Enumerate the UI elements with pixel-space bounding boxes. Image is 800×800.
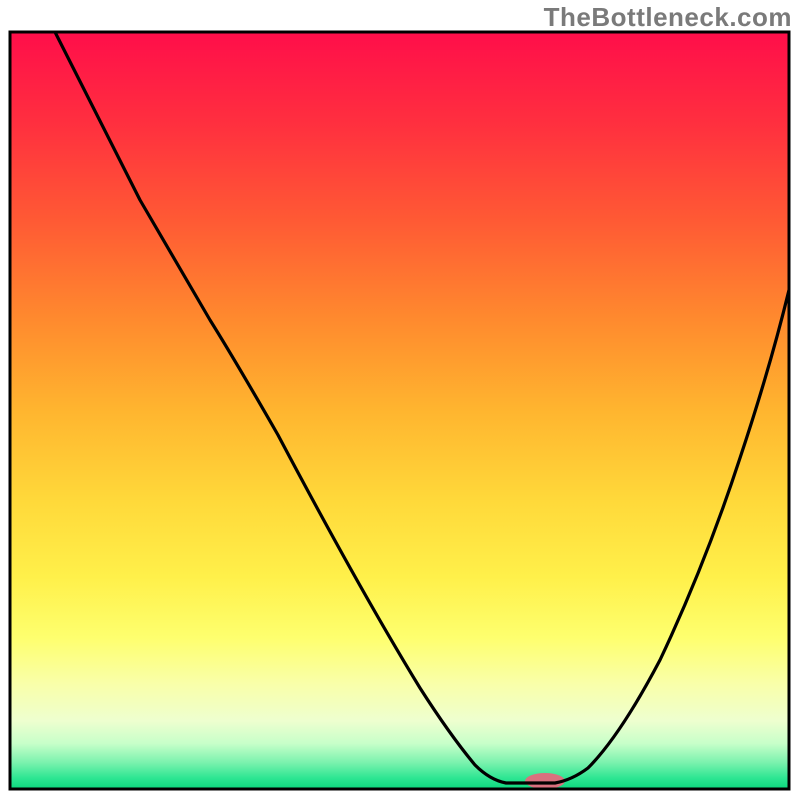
bottleneck-chart <box>0 0 800 800</box>
gradient-background <box>10 32 789 789</box>
watermark-text: TheBottleneck.com <box>544 2 792 33</box>
chart-frame: TheBottleneck.com <box>0 0 800 800</box>
